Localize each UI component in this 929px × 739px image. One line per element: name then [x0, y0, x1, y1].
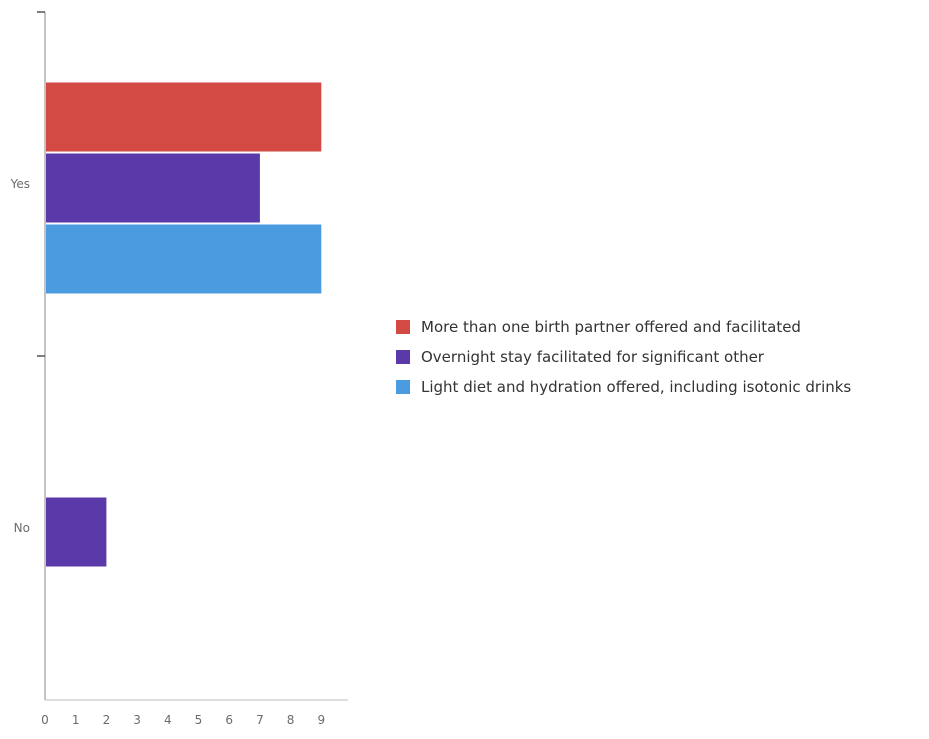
legend-label-2: Overnight stay facilitated for significa… [421, 348, 765, 366]
x-tick-label: 6 [225, 713, 233, 727]
x-tick-label: 9 [317, 713, 325, 727]
legend-swatch-2 [396, 350, 410, 364]
legend: More than one birth partner offered and … [396, 318, 851, 396]
bar-yes-series-2 [46, 153, 260, 223]
bar-no-series-2 [46, 497, 107, 567]
x-tick-label: 0 [41, 713, 49, 727]
x-tick-label: 7 [256, 713, 264, 727]
x-tick-label: 5 [195, 713, 203, 727]
category-label-yes: Yes [10, 177, 30, 191]
legend-swatch-1 [396, 320, 410, 334]
bar-yes-series-3 [46, 224, 322, 294]
x-tick-label: 8 [287, 713, 295, 727]
bars [46, 82, 322, 567]
x-tick-label: 3 [133, 713, 141, 727]
x-tick-label: 2 [103, 713, 111, 727]
legend-swatch-3 [396, 380, 410, 394]
bar-yes-series-1 [46, 82, 322, 152]
legend-label-3: Light diet and hydration offered, includ… [421, 378, 851, 396]
x-tick-label: 4 [164, 713, 172, 727]
axes: Yes No 0 1 2 3 4 5 6 7 8 9 [10, 11, 348, 727]
category-label-no: No [14, 521, 30, 535]
x-tick-label: 1 [72, 713, 80, 727]
legend-label-1: More than one birth partner offered and … [421, 318, 801, 336]
